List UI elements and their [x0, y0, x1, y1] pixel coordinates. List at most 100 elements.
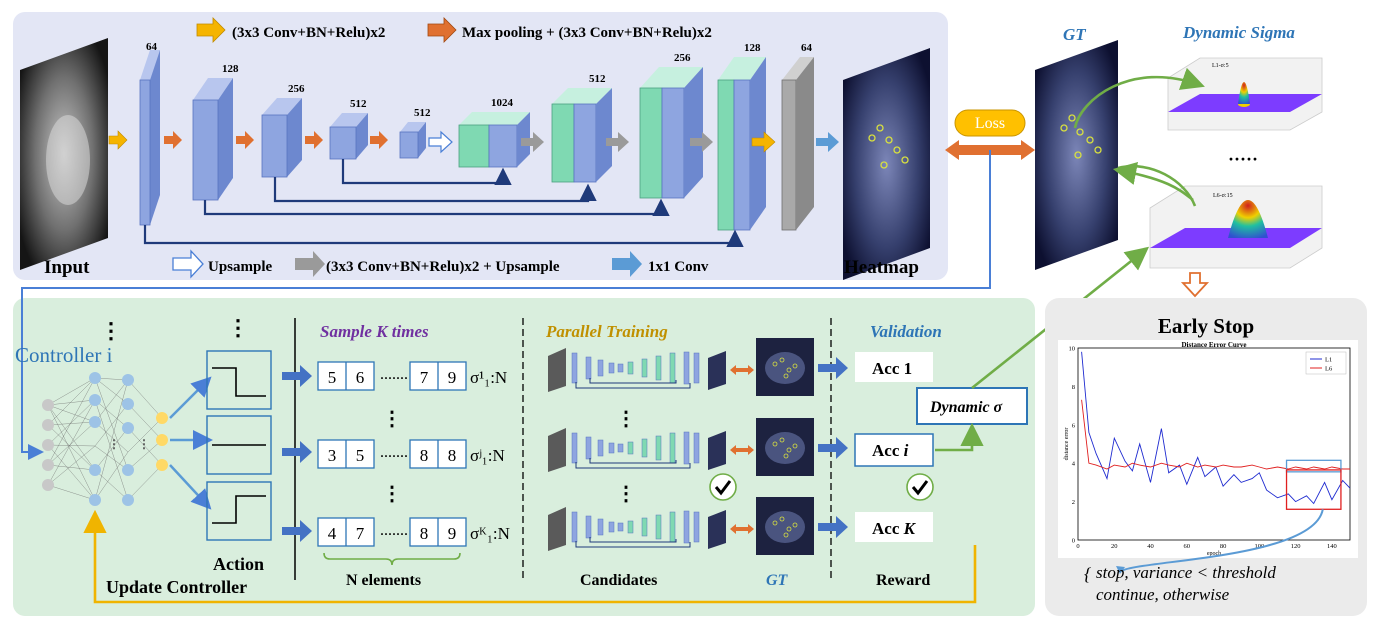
candidates-label: Candidates: [580, 572, 657, 589]
legend-1x1conv: 1x1 Conv: [648, 259, 709, 275]
encoder-block-2: [192, 99, 219, 201]
svg-text:7: 7: [420, 368, 429, 387]
svg-text:⋮: ⋮: [382, 408, 402, 430]
gt-image: [1035, 40, 1118, 270]
svg-text:3: 3: [328, 446, 337, 465]
unet-arrows: [108, 130, 839, 248]
x-tick-label: 20: [1111, 543, 1118, 550]
reward-label: Reward: [876, 572, 930, 589]
action-box: [206, 481, 272, 541]
blue-arrow-icon: [612, 251, 642, 277]
check-icon: [906, 473, 934, 501]
y-tick-label: 6: [1072, 422, 1076, 429]
svg-text:Acc i: Acc i: [872, 441, 909, 460]
x-tick-label: 140: [1327, 543, 1337, 550]
channel-label: 128: [222, 63, 239, 75]
chart-plot-area: [1077, 347, 1351, 541]
channel-label: 128: [744, 42, 761, 54]
channel-label: 64: [801, 42, 813, 54]
legend-conv: (3x3 Conv+BN+Relu)x2: [232, 25, 385, 41]
x-tick-label: 40: [1147, 543, 1154, 550]
yellow-arrow-icon: [196, 17, 226, 43]
gaussian-label-bottom: L6-σ:15: [1213, 193, 1233, 199]
svg-text:6: 6: [356, 368, 365, 387]
y-tick-label: 2: [1072, 499, 1075, 506]
svg-text:⋮: ⋮: [108, 437, 120, 451]
svg-text:7: 7: [356, 524, 365, 543]
legend-entry: L6: [1325, 366, 1333, 373]
decoder-block-2: [573, 103, 597, 183]
heatmap-label: Heatmap: [844, 257, 919, 278]
y-tick-label: 10: [1069, 346, 1076, 353]
n-elements-label: N elements: [346, 572, 421, 589]
svg-text:9: 9: [448, 524, 457, 543]
sigma-j: σʲ₁:N: [470, 446, 505, 465]
channel-label: 512: [414, 107, 431, 119]
action-boxes: ⋮: [206, 315, 272, 541]
svg-text:9: 9: [448, 368, 457, 387]
acc-box-selected: [854, 433, 934, 467]
svg-text:·······: ·······: [380, 527, 408, 541]
encoder-block-1: [139, 79, 151, 226]
sample-row-1: 5 6 ······· 7 9 σ¹₁:N: [282, 361, 507, 391]
parallel-training-title: Parallel Training: [545, 322, 668, 341]
top-legend: (3x3 Conv+BN+Relu)x2 Max pooling + (3x3 …: [196, 17, 712, 43]
early-stop-rule-2: continue, otherwise: [1096, 585, 1230, 604]
bottom-legend: Upsample (3x3 Conv+BN+Relu)x2 + Upsample…: [172, 249, 709, 279]
acc-boxes: Acc 1 Acc i Acc K: [818, 352, 934, 542]
early-stop-rule-1: stop, variance < threshold: [1096, 563, 1276, 582]
encoder-block-5: [399, 131, 419, 159]
decoder-block-4: [733, 79, 751, 231]
gt-bottom-label: GT: [766, 572, 789, 589]
channel-label: 256: [288, 83, 305, 95]
channel-label: 512: [589, 73, 606, 85]
early-stop-title: Early Stop: [1158, 314, 1254, 338]
channel-label: 64: [146, 41, 158, 53]
decoder-block-3: [661, 87, 685, 199]
svg-text:·······: ·······: [380, 449, 408, 463]
svg-text:8: 8: [448, 446, 457, 465]
y-tick-label: 4: [1072, 461, 1076, 468]
legend-upsample: Upsample: [208, 259, 273, 275]
y-axis-label: distance error: [1064, 428, 1070, 461]
series-line-L6: [1081, 399, 1350, 470]
encoder-block-3: [261, 114, 288, 178]
svg-text:⋮: ⋮: [227, 315, 249, 340]
encoder-block-4: [329, 126, 357, 160]
gaussian-plot-bottom: L6-σ:15: [1149, 185, 1323, 269]
x-tick-label: 80: [1220, 543, 1227, 550]
chart-title: Distance Error Curve: [1181, 341, 1246, 349]
action-box: [206, 350, 272, 410]
sigma-k: σᴷ₁:N: [470, 524, 510, 543]
channel-label: 512: [350, 98, 367, 110]
action-box: [206, 415, 272, 475]
sample-row-k: 4 7 ······· 8 9 σᴷ₁:N: [282, 517, 510, 547]
x-tick-label: 60: [1184, 543, 1191, 550]
loss-badge: [954, 109, 1026, 137]
gaussian-plot-top: L1-σ:5: [1167, 57, 1323, 131]
gt-label: GT: [1063, 25, 1086, 44]
channel-label: 256: [674, 52, 691, 64]
loss-label: Loss: [975, 115, 1005, 132]
controller-label: Controller i: [15, 343, 113, 367]
highlight-box-l1: [1285, 469, 1342, 510]
orange-arrow-icon: [427, 17, 457, 43]
svg-text:4: 4: [328, 524, 337, 543]
update-controller-label: Update Controller: [106, 577, 247, 597]
gray-arrow-icon: [295, 251, 325, 277]
ellipsis: ·····: [1228, 149, 1258, 169]
acc-box: [855, 512, 933, 542]
highlight-box-l6: [1285, 459, 1342, 473]
svg-text:·······: ·······: [380, 371, 408, 385]
legend-maxpool: Max pooling + (3x3 Conv+BN+Relu)x2: [462, 25, 712, 41]
candidate-unet: [548, 338, 814, 396]
validation-title: Validation: [870, 322, 942, 341]
svg-text:⋮: ⋮: [382, 483, 402, 505]
dynamic-sigma-box-label: Dynamic σ: [929, 399, 1003, 416]
svg-text:⋮: ⋮: [616, 408, 636, 430]
acc-box: [855, 352, 933, 382]
svg-text:5: 5: [356, 446, 365, 465]
